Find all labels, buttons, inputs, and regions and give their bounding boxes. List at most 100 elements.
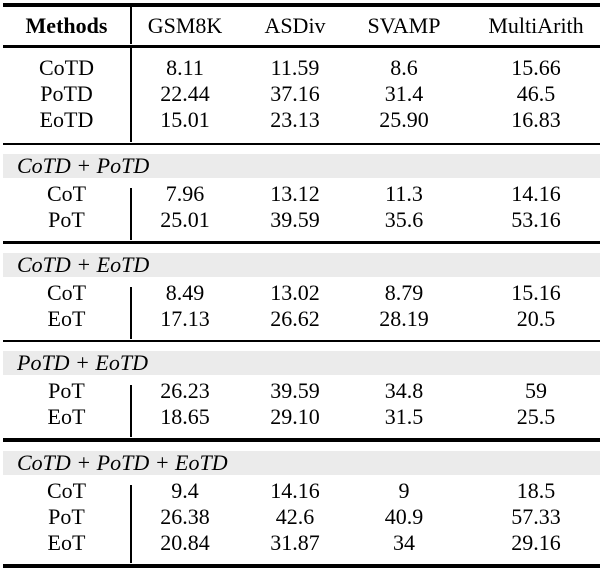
value-cell: 8.49 xyxy=(165,279,205,305)
value-cell: 34 xyxy=(393,529,415,555)
value-cell: 20.5 xyxy=(516,305,556,331)
value-cell: 15.16 xyxy=(511,279,561,305)
table-row: PoT 26.38 42.6 40.9 57.33 xyxy=(3,504,600,530)
value-cell: 40.9 xyxy=(384,503,424,529)
table-row: PoT 26.23 39.59 34.8 59 xyxy=(3,378,600,404)
section-cotd-eotd: CoTD + EoTD CoT 8.49 13.02 8.79 15.16 Eo… xyxy=(3,252,600,340)
method-cell: EoT xyxy=(47,404,86,429)
table-row: EoT 20.84 31.87 34 29.16 xyxy=(3,530,600,556)
value-cell: 31.87 xyxy=(270,529,320,555)
column-divider xyxy=(130,385,132,437)
value-cell: 53.16 xyxy=(511,207,561,232)
value-cell: 8.11 xyxy=(166,54,204,80)
header-rule xyxy=(3,45,600,48)
section-banner: PoTD + EoTD xyxy=(3,351,600,375)
value-cell: 7.96 xyxy=(165,181,205,206)
value-cell: 39.59 xyxy=(270,378,320,403)
value-cell: 13.12 xyxy=(270,181,320,206)
header-col-multiarith: MultiArith xyxy=(488,13,584,38)
section-banner: CoTD + PoTD xyxy=(3,154,600,178)
value-cell: 34.8 xyxy=(384,378,424,403)
table-row: CoT 7.96 13.12 11.3 14.16 xyxy=(3,181,600,207)
value-cell: 46.5 xyxy=(516,80,556,106)
method-cell: CoT xyxy=(46,181,87,206)
value-cell: 17.13 xyxy=(160,305,210,331)
method-cell: PoTD xyxy=(40,80,93,106)
value-cell: 29.10 xyxy=(270,404,320,429)
section-rule xyxy=(3,339,600,342)
column-divider xyxy=(130,47,132,142)
section-rule xyxy=(3,241,600,244)
section-cotd-potd-eotd: CoTD + PoTD + EoTD CoT 9.4 14.16 9 18.5 … xyxy=(3,450,600,564)
header-col-asdiv: ASDiv xyxy=(264,13,326,38)
value-cell: 11.59 xyxy=(270,54,320,80)
value-cell: 22.44 xyxy=(160,80,210,106)
table-row: EoT 18.65 29.10 31.5 25.5 xyxy=(3,404,600,430)
value-cell: 18.5 xyxy=(516,477,556,503)
value-cell: 15.01 xyxy=(160,106,210,132)
value-cell: 37.16 xyxy=(270,80,320,106)
value-cell: 29.16 xyxy=(511,529,561,555)
section-potd-eotd: PoTD + EoTD PoT 26.23 39.59 34.8 59 EoT … xyxy=(3,351,600,438)
top-rule xyxy=(3,3,600,7)
value-cell: 23.13 xyxy=(270,106,320,132)
value-cell: 57.33 xyxy=(511,503,561,529)
value-cell: 31.5 xyxy=(384,404,424,429)
value-cell: 25.5 xyxy=(516,404,556,429)
value-cell: 20.84 xyxy=(160,529,210,555)
header-methods: Methods xyxy=(25,13,108,38)
value-cell: 25.01 xyxy=(160,207,210,232)
value-cell: 8.79 xyxy=(384,279,424,305)
column-divider xyxy=(130,7,132,44)
column-divider xyxy=(130,188,132,240)
value-cell: 42.6 xyxy=(275,503,315,529)
header-col-gsm8k: GSM8K xyxy=(147,13,223,38)
method-cell: CoTD xyxy=(39,54,94,80)
value-cell: 15.66 xyxy=(511,54,561,80)
value-cell: 16.83 xyxy=(511,106,561,132)
value-cell: 14.16 xyxy=(511,181,561,206)
table-row: CoT 8.49 13.02 8.79 15.16 xyxy=(3,280,600,306)
value-cell: 8.6 xyxy=(390,54,418,80)
section-rule xyxy=(3,438,600,442)
table-row: EoT 17.13 26.62 28.19 20.5 xyxy=(3,306,600,332)
bottom-rule xyxy=(3,563,600,568)
method-cell: EoT xyxy=(47,305,86,331)
method-cell: EoTD xyxy=(39,106,94,132)
value-cell: 26.62 xyxy=(270,305,320,331)
value-cell: 26.38 xyxy=(160,503,210,529)
table-row: PoTD 22.44 37.16 31.4 46.5 xyxy=(3,81,600,107)
section-single-distillation: CoTD 8.11 11.59 8.6 15.66 PoTD 22.44 37.… xyxy=(3,47,600,143)
method-cell: CoT xyxy=(46,477,87,503)
method-cell: PoT xyxy=(48,207,85,232)
value-cell: 31.4 xyxy=(384,80,424,106)
table-row: PoT 25.01 39.59 35.6 53.16 xyxy=(3,207,600,233)
method-cell: CoT xyxy=(46,279,87,305)
section-banner: CoTD + EoTD xyxy=(3,252,600,277)
value-cell: 9 xyxy=(398,477,410,503)
value-cell: 11.3 xyxy=(385,181,423,206)
value-cell: 39.59 xyxy=(270,207,320,232)
value-cell: 59 xyxy=(525,378,547,403)
table-row: EoTD 15.01 23.13 25.90 16.83 xyxy=(3,107,600,133)
column-divider xyxy=(130,484,132,563)
results-table: Methods GSM8K ASDiv SVAMP MultiArith CoT… xyxy=(3,0,600,568)
table-row: CoT 9.4 14.16 9 18.5 xyxy=(3,478,600,504)
section-cotd-potd: CoTD + PoTD CoT 7.96 13.12 11.3 14.16 Po… xyxy=(3,154,600,241)
table-header-row: Methods GSM8K ASDiv SVAMP MultiArith xyxy=(3,7,600,45)
value-cell: 9.4 xyxy=(171,477,199,503)
method-cell: PoT xyxy=(48,503,85,529)
value-cell: 35.6 xyxy=(384,207,424,232)
value-cell: 28.19 xyxy=(379,305,429,331)
value-cell: 26.23 xyxy=(160,378,210,403)
value-cell: 18.65 xyxy=(160,404,210,429)
method-cell: EoT xyxy=(47,529,86,555)
column-divider xyxy=(130,286,132,339)
header-col-svamp: SVAMP xyxy=(367,13,441,38)
method-cell: PoT xyxy=(48,378,85,403)
section-rule xyxy=(3,142,600,145)
value-cell: 25.90 xyxy=(379,106,429,132)
value-cell: 13.02 xyxy=(270,279,320,305)
section-banner: CoTD + PoTD + EoTD xyxy=(3,450,600,475)
value-cell: 14.16 xyxy=(270,477,320,503)
